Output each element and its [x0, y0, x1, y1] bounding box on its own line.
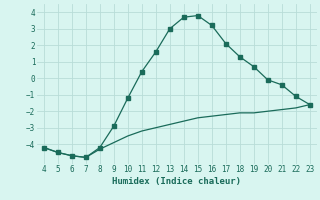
- X-axis label: Humidex (Indice chaleur): Humidex (Indice chaleur): [112, 177, 241, 186]
